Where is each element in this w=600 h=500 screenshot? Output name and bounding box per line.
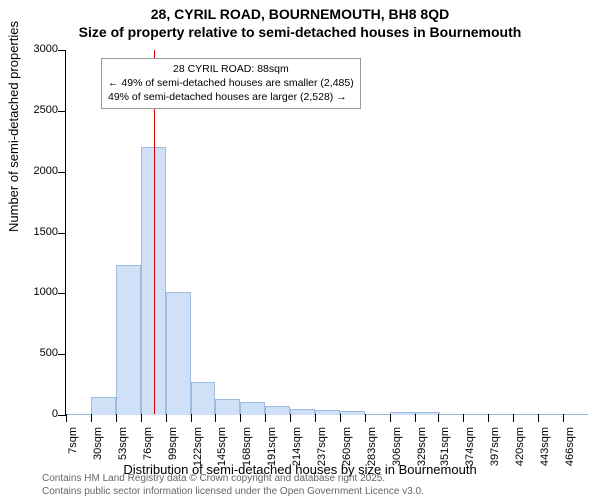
y-tick (58, 354, 66, 355)
histogram-bar (91, 397, 116, 415)
histogram-bar (563, 414, 588, 415)
histogram-bar (415, 412, 440, 415)
y-tick (58, 233, 66, 234)
x-tick (365, 414, 366, 422)
y-tick (58, 50, 66, 51)
histogram-bar (215, 399, 240, 415)
chart-container: 28, CYRIL ROAD, BOURNEMOUTH, BH8 8QD Siz… (0, 0, 600, 500)
histogram-bar (66, 414, 91, 415)
histogram-bar (116, 265, 141, 415)
x-tick (315, 414, 316, 422)
histogram-bar (265, 406, 290, 415)
histogram-bar (463, 414, 488, 415)
histogram-bar (365, 414, 390, 415)
x-tick (265, 414, 266, 422)
y-tick (58, 172, 66, 173)
y-tick-label: 2500 (8, 104, 58, 116)
histogram-bar (166, 292, 191, 415)
x-tick (141, 414, 142, 422)
y-tick (58, 293, 66, 294)
histogram-bar (488, 414, 513, 415)
histogram-bar (315, 410, 340, 415)
x-tick (563, 414, 564, 422)
y-tick (58, 111, 66, 112)
histogram-bar (438, 414, 463, 415)
x-tick (488, 414, 489, 422)
footer-attribution: Contains HM Land Registry data © Crown c… (42, 472, 424, 498)
y-tick-label: 2000 (8, 165, 58, 177)
x-tick (513, 414, 514, 422)
x-tick (290, 414, 291, 422)
x-tick (390, 414, 391, 422)
histogram-bar (290, 409, 315, 415)
x-tick (166, 414, 167, 422)
y-tick-label: 0 (8, 408, 58, 420)
y-tick-label: 3000 (8, 43, 58, 55)
histogram-bar (191, 382, 216, 415)
x-tick (91, 414, 92, 422)
annotation-line: 49% of semi-detached houses are larger (… (108, 90, 354, 104)
histogram-bar (340, 411, 365, 415)
y-tick-label: 1000 (8, 286, 58, 298)
x-tick (116, 414, 117, 422)
histogram-bar (240, 402, 265, 415)
footer-line2: Contains public sector information licen… (42, 485, 424, 498)
histogram-bar (513, 414, 538, 415)
annotation-line: ← 49% of semi-detached houses are smalle… (108, 76, 354, 90)
x-tick (415, 414, 416, 422)
x-tick (215, 414, 216, 422)
x-tick (240, 414, 241, 422)
annotation-line: 28 CYRIL ROAD: 88sqm (108, 62, 354, 76)
x-tick (438, 414, 439, 422)
footer-line1: Contains HM Land Registry data © Crown c… (42, 472, 424, 485)
x-tick (463, 414, 464, 422)
y-tick (58, 415, 66, 416)
x-tick (66, 414, 67, 422)
histogram-bar (538, 414, 563, 415)
chart-title-line2: Size of property relative to semi-detach… (0, 22, 600, 40)
y-tick-label: 1500 (8, 226, 58, 238)
histogram-bar (390, 412, 415, 415)
chart-title-line1: 28, CYRIL ROAD, BOURNEMOUTH, BH8 8QD (0, 0, 600, 22)
x-tick (538, 414, 539, 422)
x-tick (340, 414, 341, 422)
annotation-box: 28 CYRIL ROAD: 88sqm← 49% of semi-detach… (101, 58, 361, 109)
x-tick (191, 414, 192, 422)
y-tick-label: 500 (8, 347, 58, 359)
plot-area: 28 CYRIL ROAD: 88sqm← 49% of semi-detach… (65, 50, 575, 415)
